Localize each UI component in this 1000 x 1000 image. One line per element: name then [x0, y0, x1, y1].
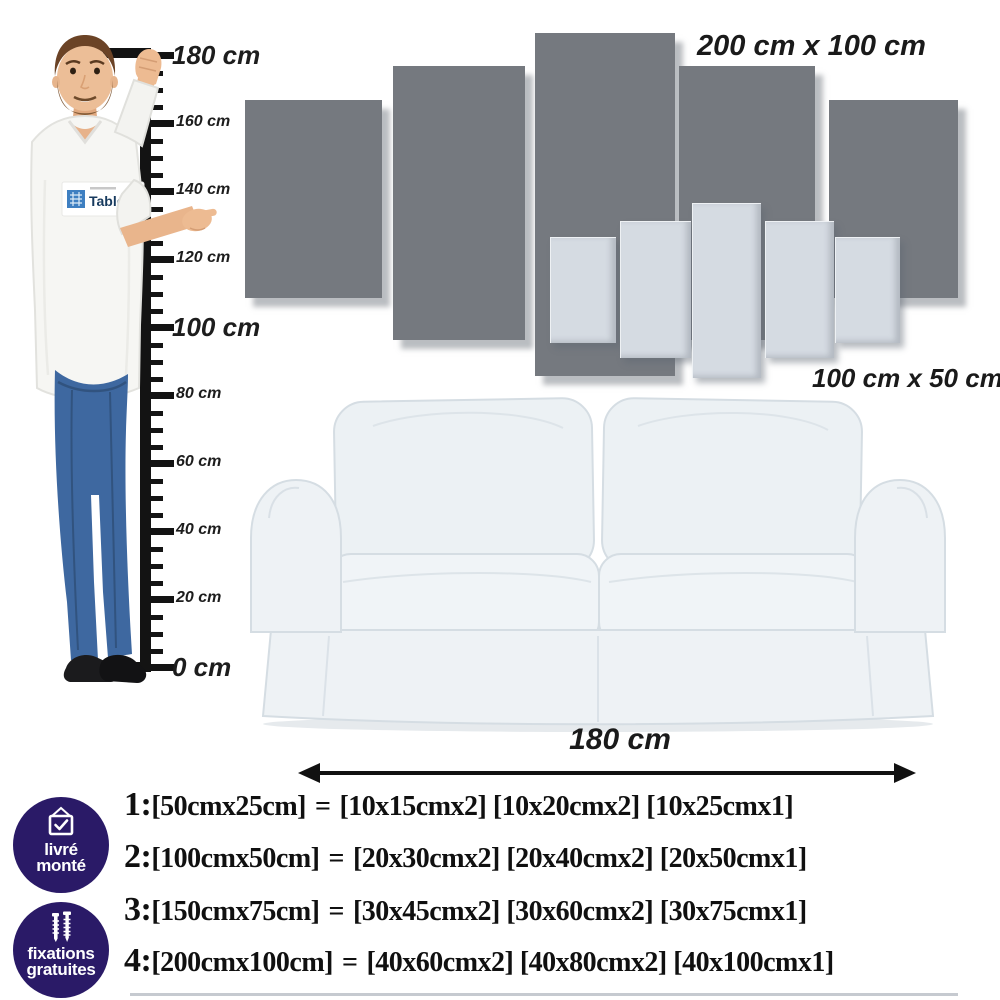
canvas-panel-light-5 — [835, 237, 900, 343]
ruler-spine — [140, 48, 151, 672]
screws-icon — [52, 911, 71, 942]
ruler-major-tick — [151, 188, 174, 195]
size-option-equals: = — [328, 896, 344, 927]
size-option-row-1: 1: [50cmx25cm] = [10x15cmx2] [10x20cmx2]… — [124, 786, 794, 824]
ruler-label-40: 40 cm — [176, 521, 222, 538]
size-option-row-4: 4: [200cmx100cm] = [40x60cmx2] [40x80cmx… — [124, 942, 834, 980]
ruler-label-120: 120 cm — [176, 249, 231, 266]
size-option-base: [50cmx25cm] — [151, 791, 306, 822]
ruler-label-160: 160 cm — [176, 113, 231, 130]
size-option-equals: = — [328, 843, 344, 874]
arrowhead-left — [298, 763, 320, 783]
badge-line2: gratuites — [26, 960, 96, 980]
canvas-panel-light-3 — [692, 203, 761, 378]
canvas-panel-dark-2 — [393, 66, 525, 340]
ruler-major-tick — [151, 460, 174, 467]
size-option-row-2: 2: [100cmx50cm] = [20x30cmx2] [20x40cmx2… — [124, 838, 807, 876]
badge-line2: monté — [36, 856, 86, 876]
small-set-dimension-label: 100 cm x 50 cm — [812, 363, 1000, 393]
arrowhead-right — [894, 763, 916, 783]
badge-line1: fixations — [27, 944, 95, 963]
size-option-breakdown: [10x15cmx2] [10x20cmx2] [10x25cmx1] — [339, 791, 794, 822]
man-illustration: Tableau — [30, 35, 217, 683]
ruler-label-60: 60 cm — [176, 453, 222, 470]
ruler-major-tick — [151, 256, 174, 263]
man-hair — [54, 35, 116, 76]
sofa-back-cushions — [333, 397, 863, 575]
ruler-label-180: 180 cm — [172, 40, 261, 70]
ruler-major-tick — [151, 392, 174, 399]
width-arrow — [298, 763, 916, 783]
size-option-base: [100cmx50cm] — [151, 843, 320, 874]
ruler-label-100: 100 cm — [172, 312, 261, 342]
size-option-number: 3: — [124, 891, 152, 928]
size-option-breakdown: [30x45cmx2] [30x60cmx2] [30x75cmx1] — [352, 896, 807, 927]
badge-free-fixings: fixations gratuites — [13, 902, 109, 998]
ruler-label-0: 0 cm — [172, 652, 232, 682]
size-option-number: 2: — [124, 838, 152, 875]
ruler-major-tick — [151, 52, 174, 59]
sofa-skirt-pleats — [322, 635, 874, 722]
size-option-row-3: 3: [150cmx75cm] = [30x45cmx2] [30x60cmx2… — [124, 891, 807, 929]
canvas-panel-light-1 — [550, 237, 616, 343]
sofa-width-label: 180 cm — [569, 723, 671, 756]
size-option-breakdown: [20x30cmx2] [20x40cmx2] [20x50cmx1] — [352, 843, 807, 874]
sofa-seat-cushions — [328, 553, 870, 645]
sofa-illustration — [250, 397, 946, 732]
ruler-label-20: 20 cm — [176, 589, 222, 606]
size-option-number: 4: — [124, 942, 152, 979]
size-option-base: [150cmx75cm] — [151, 896, 320, 927]
ruler-major-tick — [151, 528, 174, 535]
man-pointing-arm — [116, 178, 217, 247]
man-head — [52, 35, 118, 128]
frame-check-icon — [48, 806, 74, 836]
man-shoes — [63, 654, 147, 683]
size-option-equals: = — [341, 947, 358, 978]
canvas-panel-dark-1 — [245, 100, 382, 298]
large-set-dimension-label: 200 cm x 100 cm — [697, 30, 926, 62]
size-option-equals: = — [314, 791, 331, 822]
sofa-right-arm — [854, 478, 946, 633]
size-option-number: 1: — [124, 786, 152, 823]
man-jeans — [54, 370, 133, 660]
ruler-major-tick — [151, 596, 174, 603]
ruler-label-80: 80 cm — [176, 385, 222, 402]
bottom-divider — [130, 993, 958, 996]
size-option-breakdown: [40x60cmx2] [40x80cmx2] [40x100cmx1] — [366, 947, 834, 978]
ruler-major-tick — [151, 120, 174, 127]
ruler-minor-ticks — [151, 54, 163, 668]
canvas-panel-light-2 — [620, 221, 691, 358]
ruler-label-140: 140 cm — [176, 181, 231, 198]
ruler-major-tick — [151, 664, 174, 671]
badge-line1: livré — [44, 840, 78, 859]
ruler-major-tick — [151, 324, 174, 331]
canvas-panel-light-4 — [765, 221, 834, 358]
badge-delivered-assembled: livré monté — [13, 797, 109, 893]
ruler-top-cap — [103, 48, 151, 58]
sofa-left-arm — [250, 478, 342, 633]
size-option-base: [200cmx100cm] — [151, 947, 333, 978]
